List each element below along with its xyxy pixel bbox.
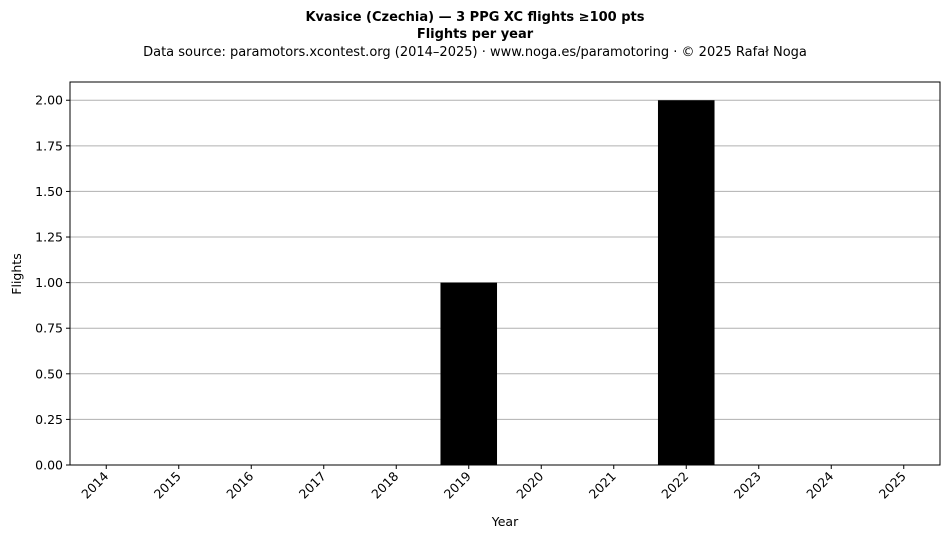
y-tick-label: 0.50 — [35, 366, 63, 381]
y-tick-label: 2.00 — [35, 93, 63, 108]
bar-2022 — [657, 100, 715, 465]
y-tick-label: 0.00 — [35, 458, 63, 473]
y-tick-label: 1.50 — [35, 184, 63, 199]
x-tick-label: 2016 — [223, 468, 256, 501]
x-tick-label: 2018 — [368, 468, 401, 501]
x-tick-label: 2017 — [296, 469, 329, 502]
chart-title-line2: Flights per year — [417, 27, 534, 42]
x-tick-label: 2024 — [803, 468, 836, 501]
x-tick-label: 2015 — [151, 469, 184, 502]
x-axis: 2014 2015 2016 2017 2018 2019 2020 2021 2022 2023… — [78, 465, 909, 502]
plot-frame — [69, 81, 941, 466]
x-tick-label: 2020 — [513, 468, 546, 501]
y-tick-label: 1.75 — [35, 138, 63, 153]
chart-subtitle: Data source: paramotors.xcontest.org (20… — [143, 45, 807, 60]
grid-lines — [70, 99, 940, 466]
x-tick-label: 2022 — [658, 469, 691, 502]
y-axis-label: Flights — [9, 253, 24, 294]
x-tick-label: 2025 — [876, 469, 909, 502]
y-tick-label: 1.00 — [35, 275, 63, 290]
x-axis-label: Year — [491, 514, 519, 529]
x-tick-label: 2023 — [731, 469, 764, 502]
x-tick-label: 2019 — [441, 468, 474, 501]
y-tick-label: 0.25 — [35, 412, 63, 427]
x-tick-label: 2014 — [78, 468, 111, 501]
y-tick-label: 0.75 — [35, 321, 63, 336]
bars — [440, 100, 715, 465]
y-axis: 0.00 0.25 0.50 0.75 1.00 1.25 1.50 1.75 2.00 — [35, 93, 70, 473]
x-tick-label: 2021 — [586, 469, 619, 502]
bar-2019 — [440, 282, 498, 465]
chart-title: Kvasice (Czechia) — 3 PPG XC flights ≥10… — [305, 10, 644, 25]
y-tick-label: 1.25 — [35, 230, 63, 245]
